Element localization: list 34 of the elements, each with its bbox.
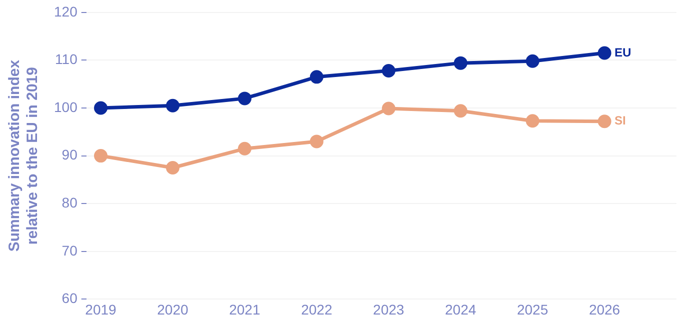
x-tick-label: 2025 <box>516 301 548 318</box>
x-tick-label: 2020 <box>157 301 188 318</box>
point <box>310 70 324 84</box>
point <box>526 114 540 128</box>
x-tick-label: 2021 <box>229 301 260 318</box>
y-tick-label: 80 <box>62 194 78 210</box>
series-label: SI <box>614 114 626 128</box>
point <box>166 98 180 112</box>
y-tick-label: 90 <box>62 146 78 163</box>
y-tick-label: 60 <box>62 290 78 306</box>
point <box>238 92 252 106</box>
y-tick-label: 100 <box>54 98 78 115</box>
point <box>94 149 108 163</box>
point <box>526 54 540 68</box>
point <box>454 104 468 118</box>
point <box>598 114 612 128</box>
y-tick-label: 110 <box>55 51 78 68</box>
point <box>94 101 108 115</box>
y-tick-label: 120 <box>54 3 78 20</box>
series-label: EU <box>614 45 632 60</box>
point <box>382 64 396 78</box>
x-tick-label: 2019 <box>85 301 117 318</box>
x-tick-label: 2024 <box>445 301 476 318</box>
point <box>166 161 180 174</box>
point <box>238 142 252 156</box>
point <box>382 102 396 116</box>
point <box>454 56 468 70</box>
x-tick-label: 2022 <box>301 301 332 318</box>
point <box>310 134 324 148</box>
y-tick-label: 70 <box>62 242 78 258</box>
x-tick-label: 2026 <box>588 301 620 318</box>
y-axis-title: Summary innovation index relative to the EU in 2019 <box>6 59 42 252</box>
point <box>598 46 612 60</box>
x-tick-label: 2023 <box>373 301 404 318</box>
